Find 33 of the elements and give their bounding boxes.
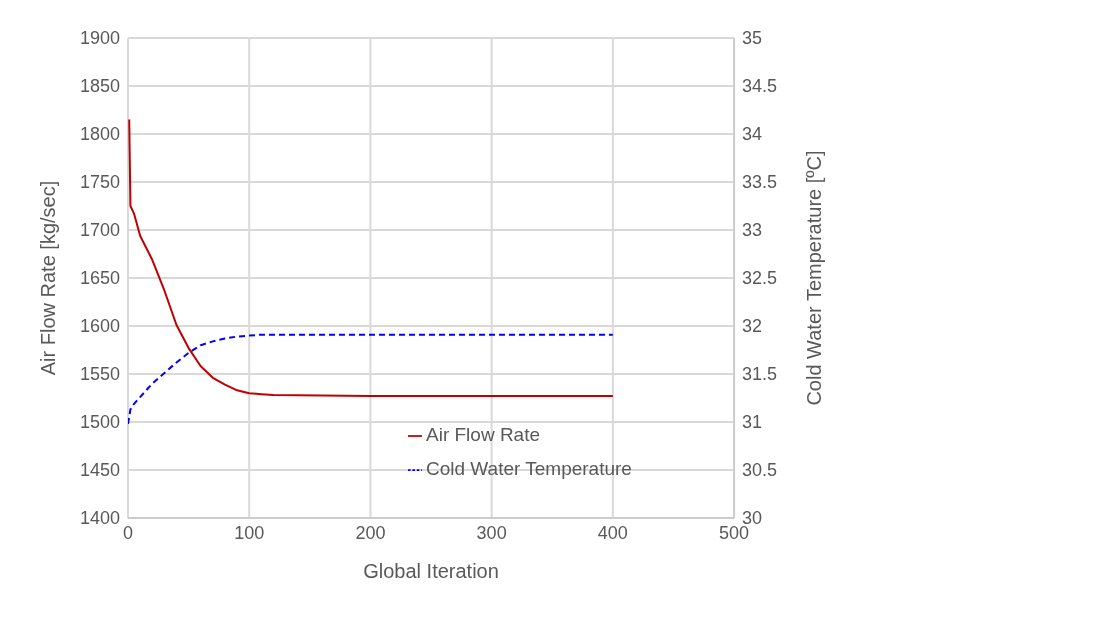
y2-tick-label: 32.5: [742, 268, 778, 289]
y2-axis-title: Cold Water Temperature [ºC]: [803, 150, 826, 406]
legend-label: Air Flow Rate: [426, 424, 541, 445]
y2-tick-label: 34: [742, 124, 763, 145]
x-axis-title: Global Iteration: [363, 560, 499, 582]
y-tick-label: 1700: [79, 220, 120, 241]
y2-tick-label: 33: [742, 220, 763, 241]
y-tick-label: 1550: [79, 364, 120, 385]
y-tick-label: 1800: [79, 124, 120, 145]
y-tick-label: 1600: [79, 316, 120, 337]
x-tick-label: 400: [597, 522, 628, 543]
y-tick-label: 1650: [79, 268, 120, 289]
x-tick-label: 100: [234, 522, 265, 543]
line-series: [128, 118, 614, 398]
y-tick-label: 1900: [79, 28, 120, 49]
x-tick-label: 300: [476, 522, 507, 543]
y-tick-label: 1750: [79, 172, 120, 193]
y2-tick-label: 32: [742, 316, 763, 337]
y2-tick-label: 31.5: [742, 364, 778, 385]
y2-tick-label: 34.5: [742, 76, 778, 97]
y2-tick-label: 31: [742, 412, 763, 433]
legend-label: Cold Water Temperature: [426, 458, 632, 479]
y2-tick-label: 35: [742, 28, 763, 49]
y-tick-label: 1500: [79, 412, 120, 433]
y-tick-label: 1450: [79, 460, 120, 481]
x-tick-label: 0: [122, 522, 134, 543]
line-series: [128, 333, 614, 425]
x-tick-label: 200: [355, 522, 386, 543]
y-axis-title: Air Flow Rate [kg/sec]: [37, 180, 60, 376]
y-tick-label: 1400: [79, 508, 120, 529]
y2-tick-label: 30.5: [742, 460, 778, 481]
y-tick-label: 1850: [79, 76, 120, 97]
y2-tick-label: 33.5: [742, 172, 778, 193]
